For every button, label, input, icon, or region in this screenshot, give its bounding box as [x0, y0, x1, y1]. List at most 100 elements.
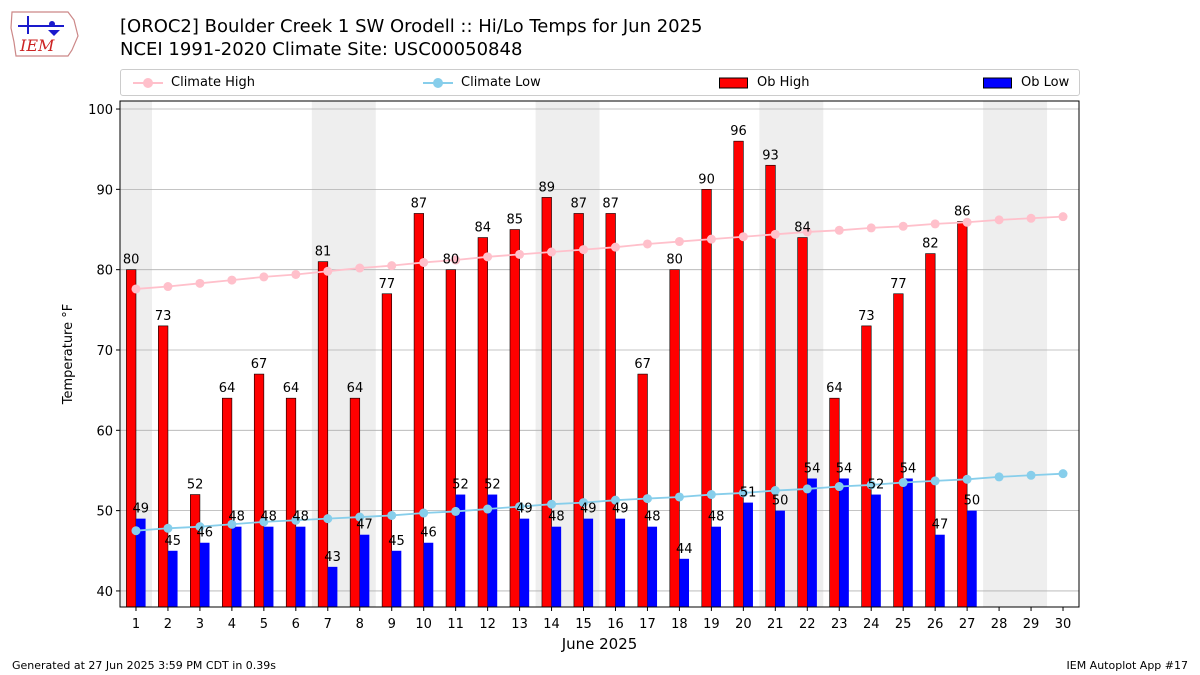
x-tick-label: 10 — [415, 617, 432, 632]
legend-label-ob-low: Ob Low — [1021, 75, 1070, 90]
ob-low-label: 48 — [292, 510, 309, 525]
climate-high-point — [163, 282, 173, 292]
ob-high-bar — [797, 237, 808, 608]
climate-low-point — [291, 515, 301, 525]
climate-low-point — [770, 486, 780, 496]
ob-high-label: 96 — [730, 124, 747, 139]
ob-high-label: 90 — [698, 172, 715, 187]
climate-low-point — [259, 517, 269, 527]
climate-high-point — [770, 229, 780, 239]
ob-high-label: 93 — [762, 148, 779, 163]
x-tick-label: 12 — [479, 617, 496, 632]
x-tick-label: 23 — [831, 617, 848, 632]
climate-low-point — [1026, 470, 1036, 480]
ob-high-label: 87 — [602, 196, 619, 211]
ob-low-bar — [839, 478, 849, 607]
x-tick-label: 13 — [511, 617, 528, 632]
ob-low-bar — [615, 518, 626, 607]
chart-title: [OROC2] Boulder Creek 1 SW Orodell :: Hi… — [120, 16, 703, 37]
ob-high-label: 85 — [507, 213, 524, 228]
climate-high-point — [195, 278, 205, 288]
plot-frame — [119, 100, 1080, 608]
iem-logo: IEM — [10, 11, 79, 57]
ob-low-label: 54 — [900, 461, 917, 476]
climate-high-point — [834, 225, 844, 235]
ob-high-label: 64 — [219, 381, 236, 396]
ob-low-bar — [423, 542, 434, 607]
ob-high-bar — [253, 373, 265, 608]
ob-low-bar — [231, 526, 242, 607]
ob-high-label: 81 — [315, 245, 332, 260]
ob-high-bar — [221, 397, 233, 608]
ob-high-bar — [381, 293, 393, 608]
climate-high-point — [866, 223, 876, 233]
ob-high-swatch-icon — [719, 77, 748, 88]
climate-low-point — [962, 474, 972, 484]
ob-low-bar — [263, 526, 274, 607]
x-tick-label: 6 — [292, 617, 300, 632]
climate-low-point — [866, 480, 876, 490]
ob-low-bar — [583, 518, 594, 607]
climate-high-point — [483, 252, 493, 262]
ob-high-bar — [126, 269, 137, 608]
climate-high-point — [323, 266, 333, 276]
ob-high-bar — [413, 213, 424, 608]
legend-label-ob-high: Ob High — [757, 75, 810, 90]
climate-high-marker-icon — [133, 77, 163, 88]
climate-high-point — [898, 221, 908, 231]
x-tick-label: 22 — [799, 617, 816, 632]
ob-high-label: 52 — [187, 478, 204, 493]
climate-low-point — [131, 526, 141, 536]
legend-item-ob-high: Ob High — [719, 70, 810, 95]
ob-low-label: 46 — [420, 526, 437, 541]
ob-high-label: 80 — [666, 253, 683, 268]
x-tick-label: 11 — [447, 617, 464, 632]
x-tick-label: 7 — [324, 617, 332, 632]
legend-item-climate-low: Climate Low — [423, 70, 541, 95]
y-axis-label: Temperature °F — [61, 304, 76, 405]
ob-low-label: 49 — [580, 502, 597, 517]
climate-high-point — [451, 255, 461, 265]
climate-low-point — [802, 484, 812, 494]
y-tick-label: 50 — [96, 505, 113, 520]
y-tick-label: 60 — [96, 424, 113, 439]
ob-high-bar — [158, 325, 169, 608]
climate-high-point — [1026, 213, 1036, 223]
ob-high-bar — [285, 397, 297, 608]
ob-high-bar — [477, 237, 488, 608]
climate-low-point — [930, 476, 940, 486]
ob-low-label: 54 — [836, 461, 853, 476]
ob-high-bar — [445, 269, 456, 608]
ob-high-bar — [925, 253, 936, 608]
ob-low-label: 51 — [740, 486, 757, 501]
ob-low-label: 48 — [228, 510, 245, 525]
ob-low-bar — [167, 550, 178, 607]
legend-label-climate-high: Climate High — [171, 75, 256, 90]
ob-high-label: 82 — [922, 237, 939, 252]
y-tick-label: 90 — [96, 183, 113, 198]
x-tick-label: 8 — [356, 617, 364, 632]
ob-low-label: 47 — [932, 518, 949, 533]
ob-high-label: 80 — [443, 253, 460, 268]
ob-low-label: 49 — [516, 502, 533, 517]
ob-low-label: 49 — [133, 502, 150, 517]
climate-low-point — [1058, 469, 1068, 479]
climate-high-point — [515, 249, 525, 259]
ob-low-bar — [487, 494, 498, 607]
climate-high-point — [419, 257, 429, 267]
ob-high-label: 64 — [283, 381, 300, 396]
ob-low-bar — [135, 518, 146, 607]
climate-high-point — [547, 247, 557, 257]
ob-low-label: 44 — [676, 542, 693, 557]
ob-high-bar — [733, 140, 744, 608]
x-tick-label: 27 — [959, 617, 976, 632]
climate-high-point — [994, 215, 1004, 225]
climate-low-point — [195, 522, 205, 532]
climate-low-line — [135, 472, 1064, 532]
ob-low-bar — [679, 558, 690, 607]
ob-low-label: 52 — [868, 478, 885, 493]
legend-item-ob-low: Ob Low — [983, 70, 1069, 95]
ob-low-bar — [871, 494, 881, 607]
ob-low-label: 54 — [804, 461, 821, 476]
